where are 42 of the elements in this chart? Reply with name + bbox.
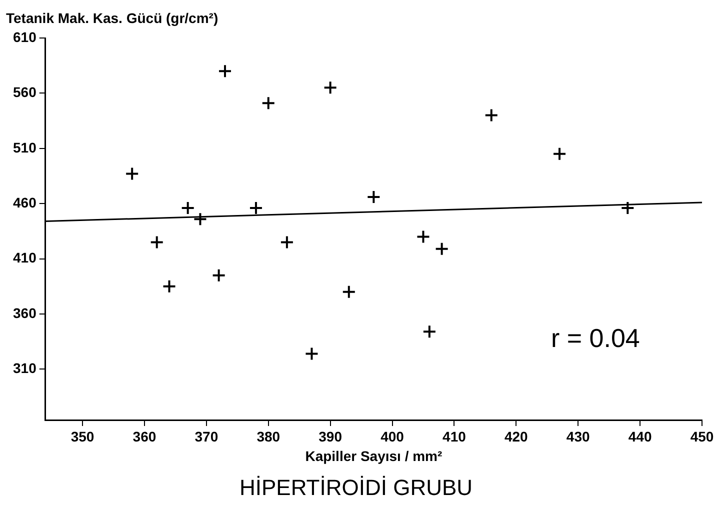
point xyxy=(484,108,498,122)
text: HİPERTİROİDİ GRUBU xyxy=(239,474,473,500)
point xyxy=(552,146,567,161)
point xyxy=(248,201,263,216)
point xyxy=(416,230,430,244)
point xyxy=(366,190,381,204)
x-tick-label: 420 xyxy=(504,428,528,444)
point xyxy=(125,166,140,181)
x-axis-title: Kapiller Sayısı / mm² xyxy=(305,448,442,464)
point xyxy=(620,201,635,216)
x-tick-label: 360 xyxy=(132,428,156,444)
y-axis-title: Tetanik Mak. Kas. Gücü (gr/cm²) xyxy=(6,10,218,26)
point xyxy=(162,279,176,294)
y-tick-label: 360 xyxy=(13,304,37,321)
x-tick-label: 430 xyxy=(566,428,590,444)
point xyxy=(323,80,338,95)
point xyxy=(218,64,232,78)
y-tick-label: 310 xyxy=(13,360,37,376)
point xyxy=(150,235,164,250)
point xyxy=(342,284,356,299)
x-tick-label: 400 xyxy=(380,428,404,444)
y-tick-label: 460 xyxy=(13,194,37,210)
y-tick-label: 560 xyxy=(13,84,37,100)
x-tick-label: 410 xyxy=(442,428,466,444)
point xyxy=(193,212,208,226)
x-tick-label: 350 xyxy=(70,428,94,444)
point xyxy=(434,242,449,256)
point xyxy=(304,346,319,361)
point xyxy=(212,268,226,282)
x-tick-label: 370 xyxy=(194,428,218,444)
point xyxy=(422,324,436,339)
point xyxy=(180,201,195,216)
y-tick-label: 510 xyxy=(13,139,37,156)
y-tick-label: 410 xyxy=(13,250,37,266)
y-tick-label: 610 xyxy=(13,28,37,45)
x-tick-label: 380 xyxy=(256,428,280,444)
x-tick-label: 440 xyxy=(628,428,652,444)
point xyxy=(261,96,276,110)
x-tick-label: 390 xyxy=(318,428,342,444)
point xyxy=(280,235,294,250)
annotation: r = 0.04 xyxy=(550,322,640,353)
x-tick-label: 450 xyxy=(690,428,714,444)
